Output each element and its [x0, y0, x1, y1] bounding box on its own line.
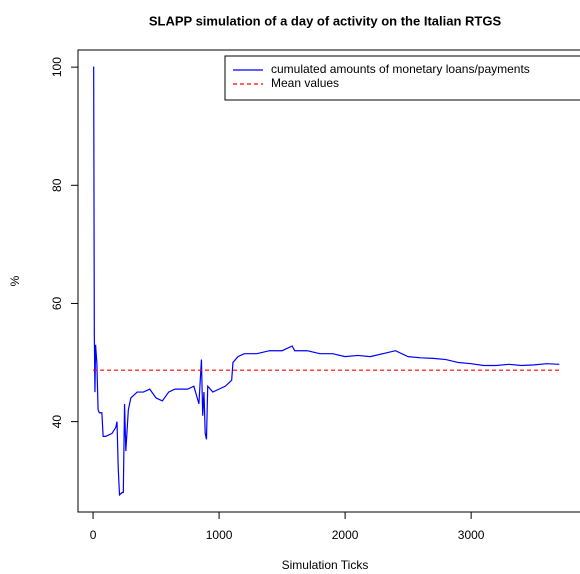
- legend-label: cumulated amounts of monetary loans/paym…: [271, 62, 530, 76]
- chart-title: SLAPP simulation of a day of activity on…: [149, 13, 502, 28]
- legend-label: Mean values: [271, 76, 339, 90]
- x-tick-label: 1000: [206, 528, 233, 542]
- x-tick-label: 0: [90, 528, 97, 542]
- y-tick-label: 100: [50, 57, 64, 77]
- y-tick-label: 80: [50, 178, 64, 192]
- x-tick-label: 2000: [332, 528, 359, 542]
- x-axis-label: Simulation Ticks: [282, 558, 369, 572]
- y-tick-label: 60: [50, 296, 64, 310]
- x-tick-label: 3000: [458, 528, 485, 542]
- legend-box: [224, 55, 580, 101]
- y-axis-label: %: [8, 275, 22, 286]
- plot-frame: [77, 49, 580, 513]
- y-tick-label: 40: [50, 415, 64, 429]
- data-line: [93, 66, 560, 497]
